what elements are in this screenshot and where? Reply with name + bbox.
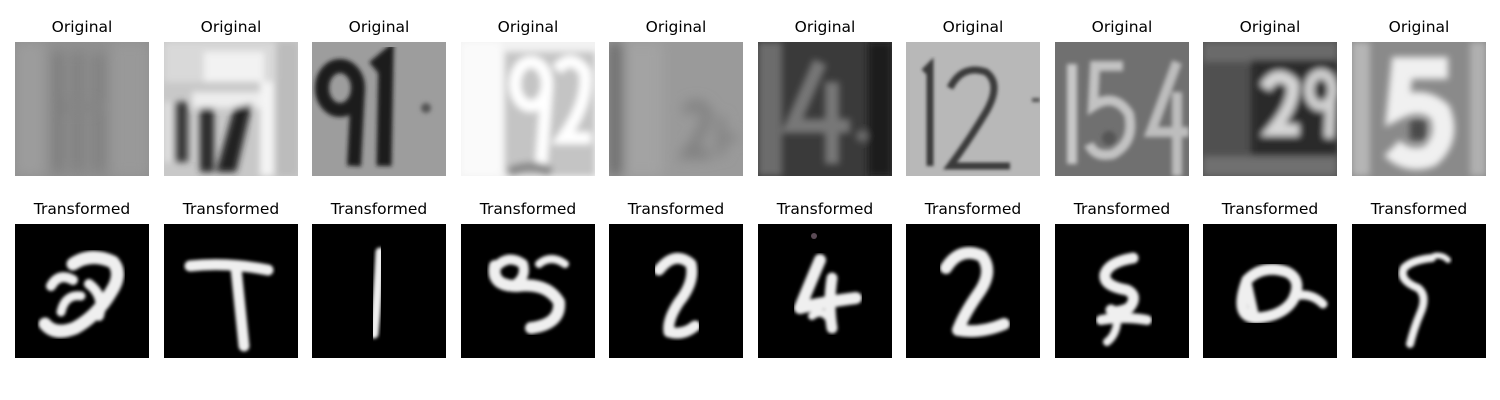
original-image-7 (906, 42, 1040, 176)
original-image-10 (1352, 42, 1486, 176)
transformed-image-5 (609, 224, 743, 358)
transformed-panel-2: Transformed (164, 196, 298, 366)
transformed-panel-6: Transformed (758, 196, 892, 366)
transformed-panel-4: Transformed (461, 196, 595, 366)
transformed-image-9 (1203, 224, 1337, 358)
original-image-6 (758, 42, 892, 176)
original-panel-5: Original (609, 14, 743, 184)
panel-title: Original (348, 18, 410, 36)
panel-title: Original (942, 18, 1004, 36)
transformed-image-6 (758, 224, 892, 358)
panel-title: Original (200, 18, 262, 36)
panel-title: Original (51, 18, 113, 36)
transformed-image-8 (1055, 224, 1189, 358)
transformed-image-2 (164, 224, 298, 358)
panel-title: Original (1239, 18, 1301, 36)
panel-title: Transformed (1370, 200, 1468, 218)
original-panel-9: Original (1203, 14, 1337, 184)
transformed-image-10 (1352, 224, 1486, 358)
transformed-panel-7: Transformed (906, 196, 1040, 366)
panel-title: Transformed (1073, 200, 1171, 218)
original-panel-8: Original (1055, 14, 1189, 184)
panel-title: Transformed (1221, 200, 1319, 218)
panel-title: Transformed (330, 200, 428, 218)
transformed-image-3 (312, 224, 446, 358)
transformed-panel-5: Transformed (609, 196, 743, 366)
original-panel-3: Original (312, 14, 446, 184)
transformed-panel-1: Transformed (15, 196, 149, 366)
panel-title: Transformed (776, 200, 874, 218)
original-panel-7: Original (906, 14, 1040, 184)
transformed-panel-10: Transformed (1352, 196, 1486, 366)
transformed-row: Transformed Transformed Tran (0, 196, 1500, 366)
panel-title: Original (1091, 18, 1153, 36)
original-image-5 (609, 42, 743, 176)
transformed-panel-8: Transformed (1055, 196, 1189, 366)
original-image-1 (15, 42, 149, 176)
transformed-image-7 (906, 224, 1040, 358)
original-panel-6: Original (758, 14, 892, 184)
panel-title: Transformed (479, 200, 577, 218)
transformed-panel-3: Transformed (312, 196, 446, 366)
original-panel-4: Original (461, 14, 595, 184)
panel-title: Transformed (627, 200, 725, 218)
original-row: Original Original (0, 14, 1500, 184)
panel-title: Original (1388, 18, 1450, 36)
panel-title: Transformed (33, 200, 131, 218)
original-panel-10: Original (1352, 14, 1486, 184)
original-image-4 (461, 42, 595, 176)
transformed-image-4 (461, 224, 595, 358)
original-image-9 (1203, 42, 1337, 176)
original-image-2 (164, 42, 298, 176)
transformed-panel-9: Transformed (1203, 196, 1337, 366)
panel-title: Transformed (182, 200, 280, 218)
original-panel-1: Original (15, 14, 149, 184)
panel-title: Transformed (924, 200, 1022, 218)
original-panel-2: Original (164, 14, 298, 184)
panel-title: Original (497, 18, 559, 36)
panel-title: Original (645, 18, 707, 36)
original-image-3 (312, 42, 446, 176)
original-image-8 (1055, 42, 1189, 176)
transformed-image-1 (15, 224, 149, 358)
panel-title: Original (794, 18, 856, 36)
